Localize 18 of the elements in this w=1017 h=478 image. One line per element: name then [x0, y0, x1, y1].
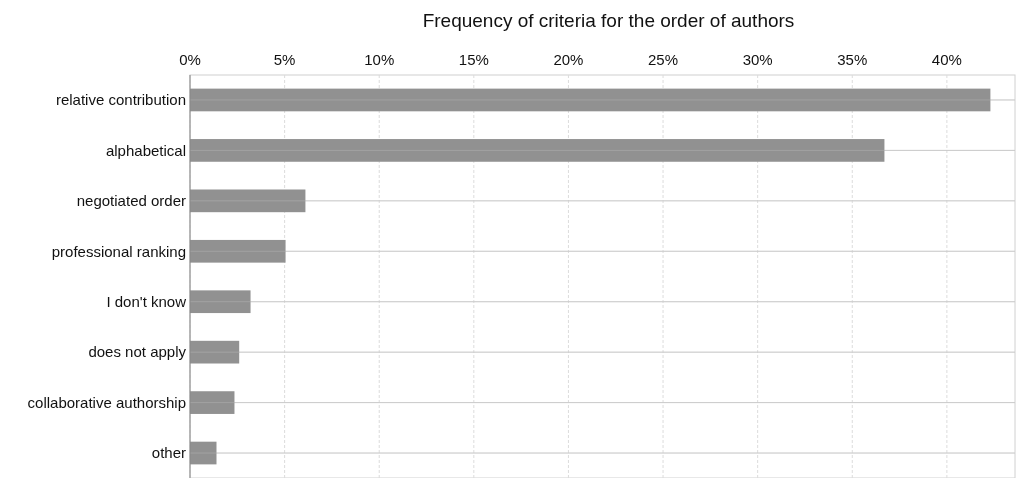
x-tick-label: 40% [931, 51, 962, 68]
x-tick-label: 0% [179, 51, 201, 68]
y-tick-label: alphabetical [105, 141, 186, 159]
y-tick-label: professional ranking [51, 242, 186, 260]
y-tick-label: collaborative authorship [27, 393, 186, 411]
x-tick-label: 25% [648, 51, 679, 68]
x-tick-label: 20% [553, 51, 584, 68]
y-tick-label: relative contribution [55, 91, 186, 109]
x-tick-label: 15% [458, 51, 489, 68]
x-tick-label: 35% [837, 51, 868, 68]
x-tick-label: 30% [742, 51, 773, 68]
y-tick-label: I don't know [106, 292, 187, 310]
y-tick-label: does not apply [88, 343, 187, 361]
chart-title: Frequency of criteria for the order of authors [422, 10, 795, 31]
y-tick-label: negotiated order [76, 192, 186, 210]
x-tick-label: 10% [364, 51, 395, 68]
y-tick-label: other [151, 444, 186, 462]
x-tick-label: 5% [273, 51, 296, 68]
